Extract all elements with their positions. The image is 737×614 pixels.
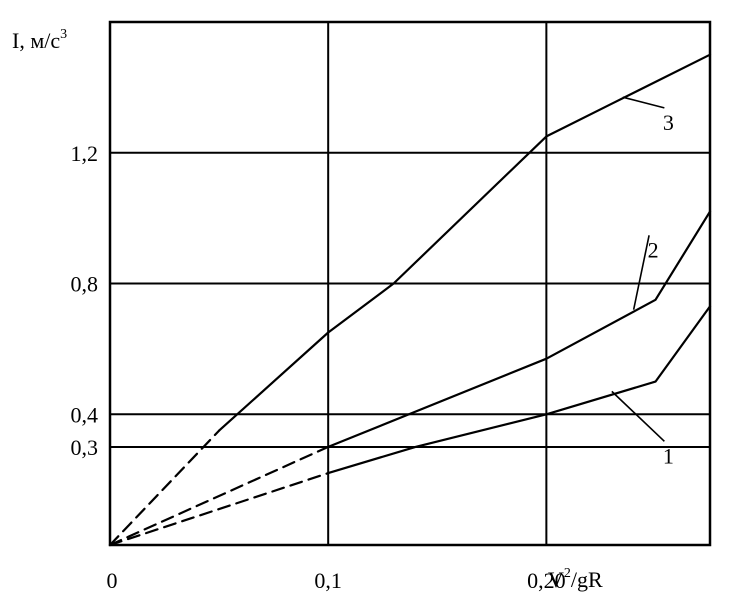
series-2-line [327, 210, 712, 448]
series-3-line [218, 53, 712, 432]
y-tick-label-0: 0,3 [71, 435, 99, 460]
x-axis-label: V2/gR [548, 566, 603, 592]
x-tick-label-2: 0,20 [527, 568, 566, 593]
series-curves: 1 2 3 [108, 53, 712, 547]
series-3-extrapolation [108, 429, 221, 547]
y-tick-label-3: 1,2 [71, 141, 99, 166]
series-2-label: 2 [648, 237, 659, 262]
y-tick-label-1: 0,4 [71, 402, 99, 427]
y-tick-label-2: 0,8 [71, 272, 99, 297]
series-2-extrapolation [108, 445, 330, 547]
series-1-line [327, 305, 712, 475]
series-1-extrapolation [108, 472, 330, 547]
grid-lines [110, 22, 710, 545]
tick-labels: 0,3 0,4 0,8 1,2 0 0,1 0,20 [71, 141, 566, 593]
series-1-label: 1 [663, 443, 674, 468]
series-3-leader [622, 96, 665, 109]
y-axis-label: I, м/с3 [12, 27, 67, 53]
plot-frame [108, 20, 712, 547]
series-1-leader [611, 390, 665, 442]
series-2-leader [632, 235, 650, 310]
x-tick-label-1: 0,1 [314, 568, 342, 593]
x-tick-label-0: 0 [107, 568, 118, 593]
series-3-label: 3 [663, 110, 674, 135]
